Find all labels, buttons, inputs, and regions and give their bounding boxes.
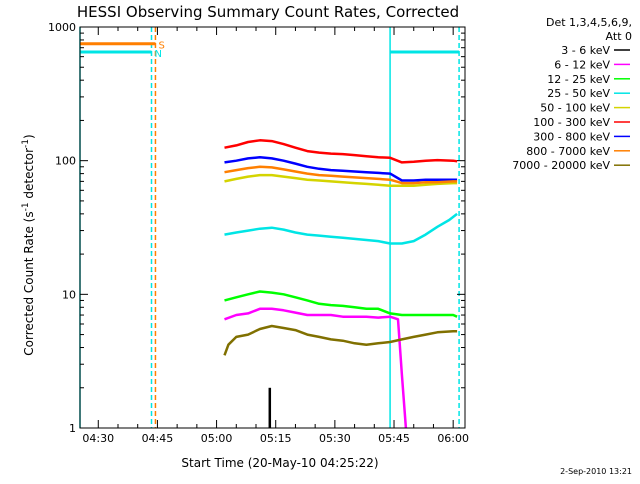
x-tick-label-5: 05:45 xyxy=(378,432,410,445)
y-axis-label: Corrected Count Rate (s-1 detector-1) xyxy=(21,134,36,355)
y-tick-label-2: 100 xyxy=(55,155,76,168)
legend-label-8: 7000 - 20000 keV xyxy=(512,159,610,172)
series-line-1 xyxy=(224,307,408,429)
series-line-4 xyxy=(224,173,458,187)
series-line-5 xyxy=(224,139,458,164)
footer-date: 2-Sep-2010 13:21 xyxy=(560,467,632,476)
legend-header-line-2: Att 0 xyxy=(606,30,632,43)
x-tick-label-6: 06:00 xyxy=(437,432,469,445)
y-tick-label-0: 1 xyxy=(69,422,76,435)
plot-frame xyxy=(79,26,466,429)
x-tick-label-0: 04:30 xyxy=(82,432,114,445)
x-tick-label-3: 05:15 xyxy=(260,432,292,445)
flag-label-n: N xyxy=(155,49,162,60)
chart-title: HESSI Observing Summary Count Rates, Cor… xyxy=(77,3,459,21)
x-axis-label: Start Time (20-May-10 04:25:22) xyxy=(181,456,378,470)
legend-label-1: 6 - 12 keV xyxy=(554,58,610,71)
x-tick-label-2: 05:00 xyxy=(201,432,233,445)
plot-layer: SN xyxy=(79,27,460,429)
flag-label-s: S xyxy=(158,41,164,52)
legend-header-line-1: Det 1,3,4,5,6,9, xyxy=(546,16,632,29)
legend-label-2: 12 - 25 keV xyxy=(547,73,610,86)
legend-label-6: 300 - 800 keV xyxy=(533,130,610,143)
y-tick-label-3: 1000 xyxy=(48,21,76,34)
y-tick-label-1: 10 xyxy=(62,288,76,301)
legend-label-7: 800 - 7000 keV xyxy=(526,145,610,158)
legend-label-0: 3 - 6 keV xyxy=(561,44,610,57)
legend-label-4: 50 - 100 keV xyxy=(540,102,610,115)
series-line-8 xyxy=(223,324,458,356)
axis-layer: 1 10 100 1000 04:30 04:45 05:00 05:15 05:30 05:45… xyxy=(48,21,469,445)
legend-label-3: 25 - 50 keV xyxy=(547,87,610,100)
x-tick-label-4: 05:30 xyxy=(319,432,351,445)
series-line-7 xyxy=(224,165,458,185)
legend-label-5: 100 - 300 keV xyxy=(533,116,610,129)
x-tick-label-1: 04:45 xyxy=(142,432,174,445)
series-line-2 xyxy=(224,290,458,318)
series-line-3 xyxy=(224,212,458,245)
series-line-6 xyxy=(224,156,458,182)
